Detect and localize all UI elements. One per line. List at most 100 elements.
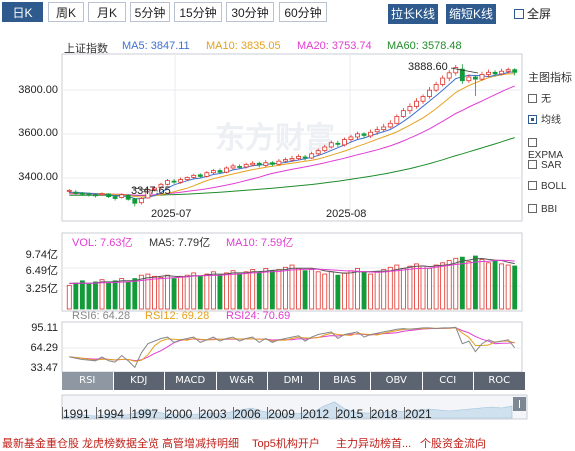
candle[interactable] [237,166,243,168]
candle[interactable] [283,159,288,162]
candle[interactable] [499,70,505,75]
volume-bar[interactable] [296,268,301,310]
volume-bar[interactable] [204,273,210,310]
volume-bar[interactable] [446,260,452,310]
volume-bar[interactable] [505,264,511,310]
candle[interactable] [348,136,354,141]
checkbox-icon[interactable] [528,181,537,190]
volume-bar[interactable] [394,264,400,310]
fullscreen-button[interactable]: 全屏 [514,5,551,22]
candle[interactable] [512,69,518,73]
candle[interactable] [119,194,125,198]
volume-bar[interactable] [66,284,72,310]
news-link-3[interactable]: Top5机构开户 [252,438,320,450]
candle[interactable] [302,156,308,159]
volume-bar[interactable] [230,270,236,310]
indicator-tab-wr[interactable]: W&R [216,372,267,390]
volume-bar[interactable] [152,275,157,310]
volume-bar[interactable] [112,280,118,310]
indicator-tab-bias[interactable]: BIAS [319,372,370,390]
indicator-tab-macd[interactable]: MACD [165,372,216,390]
indicator-tab-roc[interactable]: ROC [474,372,525,390]
volume-bar[interactable] [400,268,406,310]
candle[interactable] [486,71,491,75]
indicator-tab-obv[interactable]: OBV [371,372,422,390]
candle[interactable] [309,153,315,159]
main-indicator-option-2[interactable]: EXPMA [528,138,575,161]
stretch-kline-button[interactable]: 拉长K线 [388,4,438,24]
candle[interactable] [505,69,511,72]
volume-bar[interactable] [138,274,144,310]
candle[interactable] [420,96,426,102]
candle[interactable] [204,172,210,177]
volume-bar[interactable] [381,269,387,310]
volume-bar[interactable] [165,274,170,310]
candle[interactable] [479,74,485,80]
candle[interactable] [387,122,393,128]
tab-period-2[interactable]: 月K [88,2,126,22]
candle[interactable] [243,163,249,168]
volume-bar[interactable] [197,275,203,310]
candle[interactable] [171,180,177,183]
volume-bar[interactable] [217,274,223,310]
candle[interactable] [152,187,157,190]
volume-bar[interactable] [171,278,177,310]
candle[interactable] [158,183,164,188]
volume-bar[interactable] [499,263,505,310]
candle[interactable] [492,71,498,75]
main-indicator-option-4[interactable]: BOLL [528,181,567,193]
volume-bar[interactable] [178,275,184,310]
candle[interactable] [217,170,223,173]
main-indicator-option-5[interactable]: BBI [528,204,557,216]
volume-bar[interactable] [486,262,491,310]
candle[interactable] [263,162,269,166]
candle[interactable] [394,116,400,124]
candle[interactable] [165,180,170,185]
candle[interactable] [224,167,229,173]
checkbox-icon[interactable] [528,94,537,103]
candle[interactable] [184,177,190,180]
checkbox-icon[interactable] [528,138,537,147]
volume-bar[interactable] [348,270,354,310]
candle[interactable] [374,129,380,133]
candle[interactable] [328,142,334,148]
volume-bar[interactable] [427,268,432,310]
candle[interactable] [276,160,282,165]
candle[interactable] [132,198,138,204]
volume-bar[interactable] [224,272,229,310]
candle[interactable] [125,194,131,200]
tab-period-0[interactable]: 日K [2,2,43,22]
volume-bar[interactable] [315,271,321,310]
candle[interactable] [361,133,367,136]
checkbox-icon[interactable] [528,160,537,169]
volume-bar[interactable] [355,268,360,310]
news-link-0[interactable]: 最新基金重仓股 [2,438,79,450]
candle[interactable] [400,110,406,117]
indicator-tab-rsi[interactable]: RSI [62,372,113,390]
volume-bar[interactable] [191,272,197,310]
candle[interactable] [73,191,79,194]
news-link-5[interactable]: 个股资金流向 [420,438,486,450]
volume-bar[interactable] [256,271,262,310]
volume-bar[interactable] [328,271,334,310]
volume-bar[interactable] [368,273,374,310]
volume-bar[interactable] [210,271,216,310]
volume-bar[interactable] [263,268,269,310]
volume-bar[interactable] [479,258,485,310]
volume-bar[interactable] [387,266,393,310]
volume-bar[interactable] [184,274,190,310]
indicator-tab-dmi[interactable]: DMI [268,372,319,390]
volume-bar[interactable] [433,264,439,310]
candle[interactable] [289,158,295,161]
candle[interactable] [368,131,374,137]
volume-bar[interactable] [106,282,112,310]
volume-bar[interactable] [158,277,164,310]
volume-bar[interactable] [276,269,282,310]
news-link-1[interactable]: 龙虎榜数据全览 [82,438,159,450]
volume-bar[interactable] [512,265,518,310]
volume-bar[interactable] [322,273,328,310]
main-indicator-option-1[interactable]: 均线 [528,115,561,127]
indicator-tab-cci[interactable]: CCI [422,372,473,390]
candle[interactable] [341,139,347,146]
candle[interactable] [250,162,256,166]
